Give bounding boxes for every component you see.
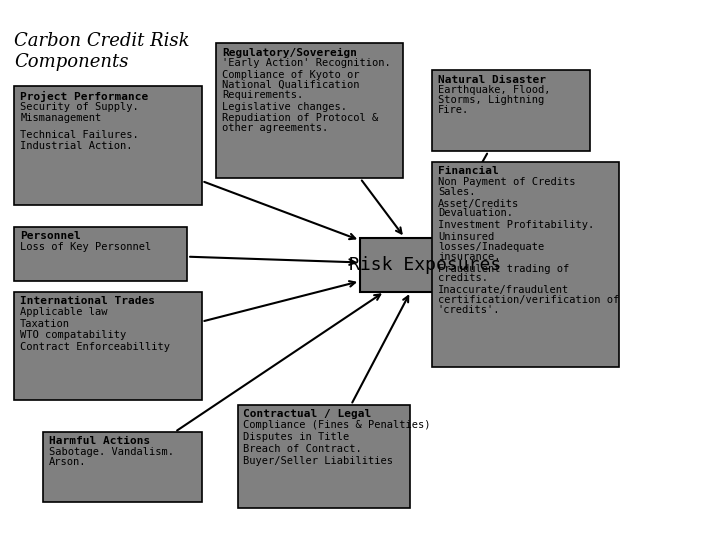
Text: National Qualification: National Qualification [222, 80, 359, 90]
FancyBboxPatch shape [432, 162, 619, 367]
Text: certification/verification of: certification/verification of [438, 295, 619, 305]
Text: Natural Disaster: Natural Disaster [438, 75, 546, 85]
Text: Requirements.: Requirements. [222, 90, 303, 100]
Text: Security of Supply.: Security of Supply. [20, 102, 139, 112]
FancyBboxPatch shape [14, 86, 202, 205]
Text: Taxation: Taxation [20, 319, 70, 329]
Text: Earthquake, Flood,: Earthquake, Flood, [438, 85, 550, 96]
Text: Non Payment of Credits: Non Payment of Credits [438, 177, 575, 187]
Text: Applicable law: Applicable law [20, 307, 108, 317]
Text: 'Early Action' Recognition.: 'Early Action' Recognition. [222, 58, 390, 69]
Text: Personnel: Personnel [20, 231, 81, 241]
Text: Uninsured: Uninsured [438, 232, 494, 242]
Text: WTO compatability: WTO compatability [20, 330, 127, 341]
FancyBboxPatch shape [14, 292, 202, 400]
Text: Fire.: Fire. [438, 105, 469, 115]
Text: Inaccurate/fraudulent: Inaccurate/fraudulent [438, 285, 569, 295]
Text: Project Performance: Project Performance [20, 91, 148, 102]
Text: Contract Enforceabillity: Contract Enforceabillity [20, 342, 170, 353]
FancyBboxPatch shape [216, 43, 403, 178]
Text: losses/Inadequate: losses/Inadequate [438, 242, 544, 252]
Text: Devaluation.: Devaluation. [438, 208, 513, 219]
Text: other agreements.: other agreements. [222, 123, 328, 133]
Text: Breach of Contract.: Breach of Contract. [243, 444, 362, 454]
Text: Fraudulent trading of: Fraudulent trading of [438, 264, 569, 274]
FancyBboxPatch shape [43, 432, 202, 502]
Text: Investment Profitability.: Investment Profitability. [438, 220, 594, 231]
Text: Disputes in Title: Disputes in Title [243, 432, 350, 442]
Text: Repudiation of Protocol &: Repudiation of Protocol & [222, 113, 378, 124]
Text: Arson.: Arson. [49, 457, 86, 467]
Text: International Trades: International Trades [20, 296, 156, 306]
Text: 'credits'.: 'credits'. [438, 305, 500, 315]
Text: Technical Failures.: Technical Failures. [20, 130, 139, 140]
Text: Carbon Credit Risk
Components: Carbon Credit Risk Components [14, 32, 190, 71]
Text: Compliance of Kyoto or: Compliance of Kyoto or [222, 70, 359, 80]
Text: insurance.: insurance. [438, 252, 500, 262]
Text: Sales.: Sales. [438, 187, 475, 197]
Text: Buyer/Seller Liabilities: Buyer/Seller Liabilities [243, 456, 393, 466]
Text: Financial: Financial [438, 166, 498, 177]
Text: Risk Exposures: Risk Exposures [348, 255, 501, 274]
FancyBboxPatch shape [14, 227, 187, 281]
FancyBboxPatch shape [238, 405, 410, 508]
Text: credits.: credits. [438, 273, 487, 284]
Text: Asset/Credits: Asset/Credits [438, 199, 519, 209]
Text: Loss of Key Personnel: Loss of Key Personnel [20, 242, 151, 252]
Text: Legislative changes.: Legislative changes. [222, 102, 347, 112]
FancyBboxPatch shape [360, 238, 490, 292]
Text: Regulatory/Sovereign: Regulatory/Sovereign [222, 48, 357, 58]
Text: Mismanagement: Mismanagement [20, 113, 102, 124]
Text: Storms, Lightning: Storms, Lightning [438, 95, 544, 105]
Text: Sabotage. Vandalism.: Sabotage. Vandalism. [49, 447, 174, 457]
Text: Compliance (Fines & Penalties): Compliance (Fines & Penalties) [243, 420, 431, 430]
Text: Industrial Action.: Industrial Action. [20, 141, 132, 152]
Text: Contractual / Legal: Contractual / Legal [243, 409, 372, 420]
FancyBboxPatch shape [432, 70, 590, 151]
Text: Harmful Actions: Harmful Actions [49, 436, 150, 447]
